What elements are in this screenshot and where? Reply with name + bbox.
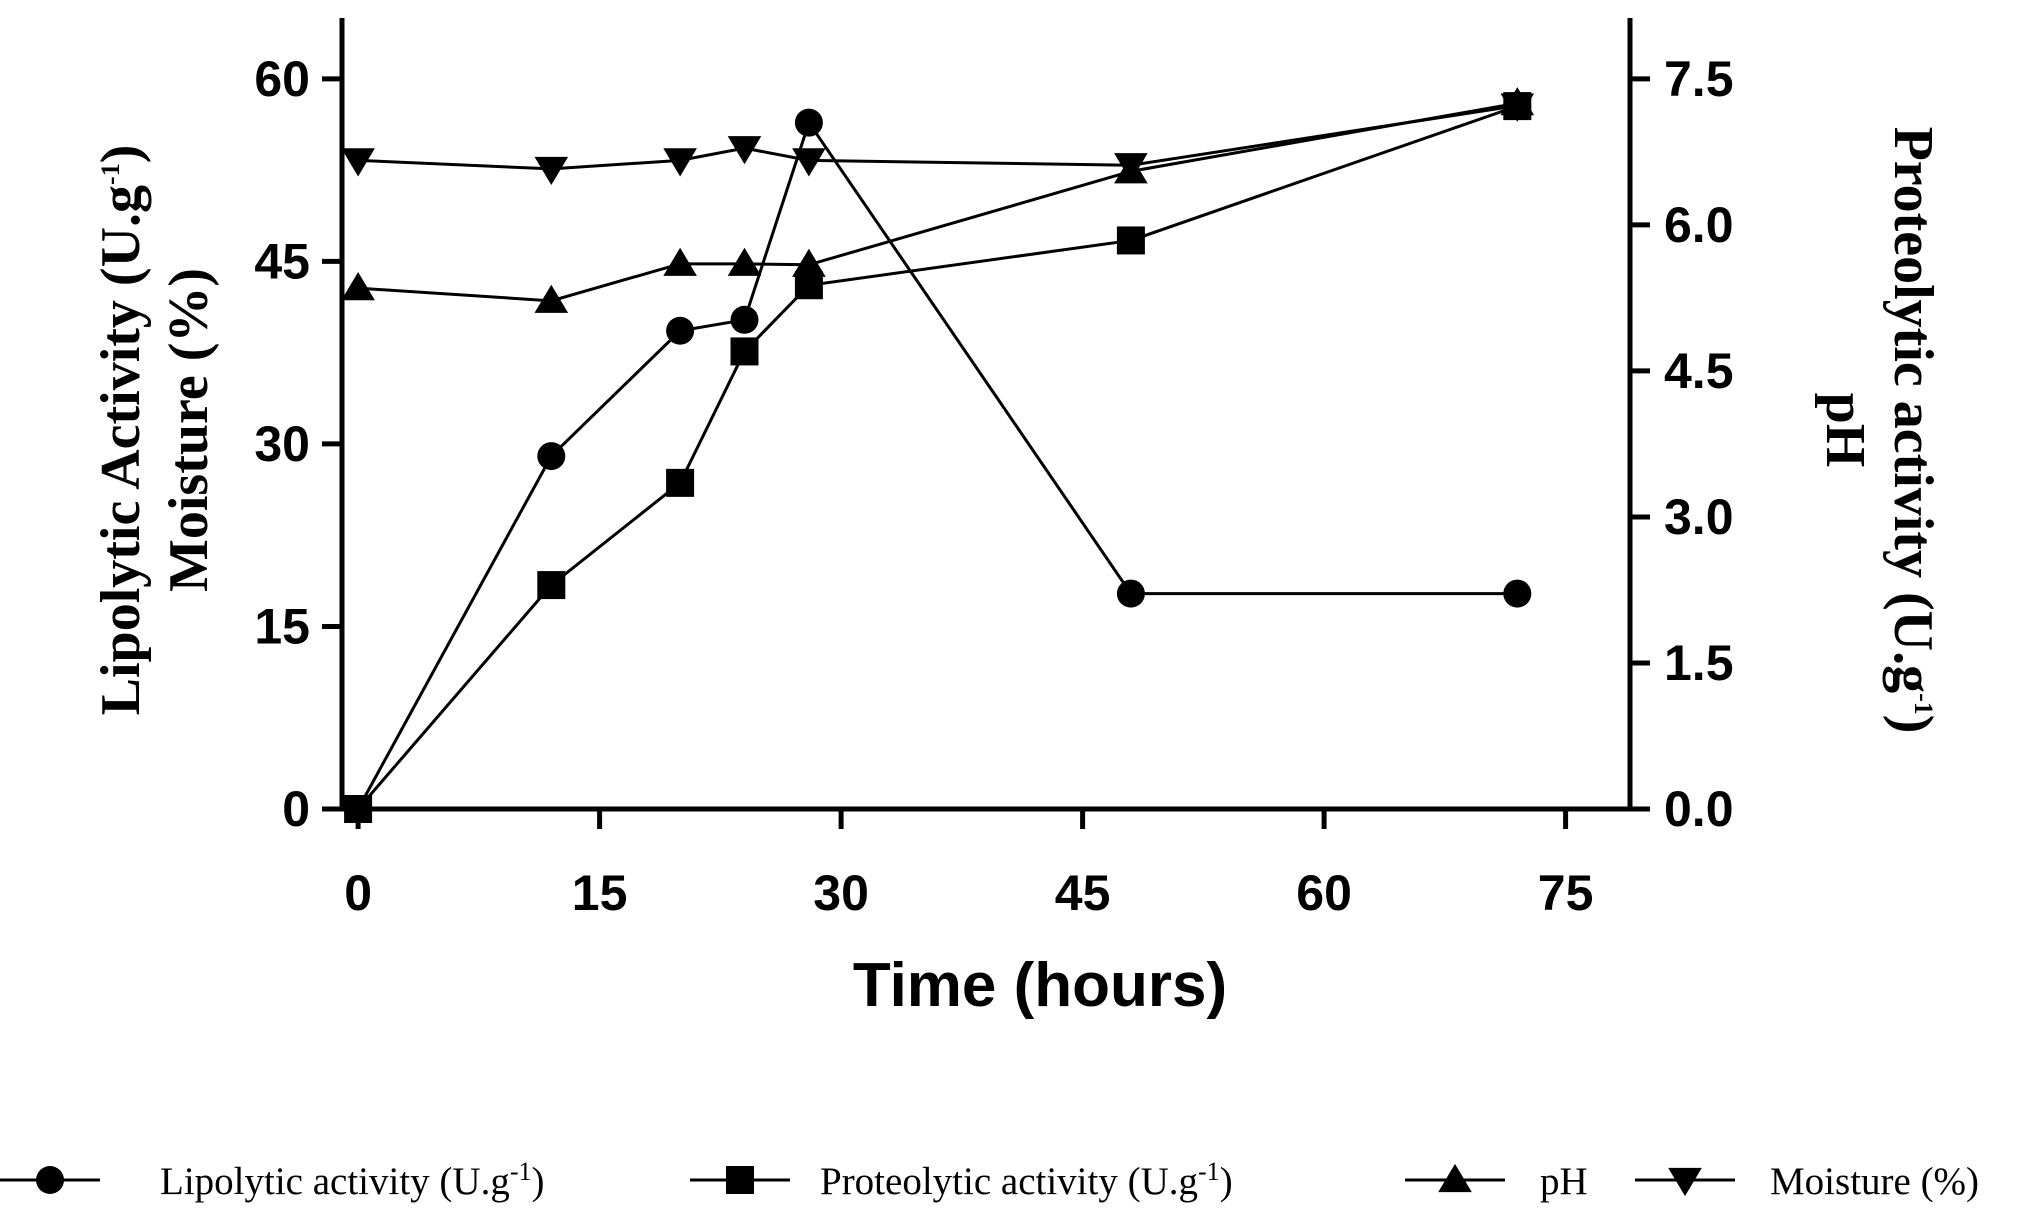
x-tick-label: 0 — [344, 865, 372, 921]
legend-item: pH — [1405, 1160, 1588, 1203]
right-y-tick-label: 7.5 — [1664, 51, 1734, 107]
data-point-square — [1116, 226, 1145, 255]
data-point-circle — [730, 305, 759, 334]
legend-marker-triangle-up — [1438, 1163, 1472, 1193]
data-point-triangle-up — [727, 247, 762, 276]
data-point-triangle-up — [341, 272, 375, 301]
data-point-circle — [794, 108, 823, 137]
series-line-circle — [356, 119, 1518, 810]
right-y-tick-label: 6.0 — [1664, 197, 1734, 253]
data-point-triangle-down — [792, 148, 826, 177]
legend-marker-square — [726, 1166, 754, 1194]
data-point-triangle-up — [792, 248, 826, 277]
right-y-axis-title: Proteolytic activity (U.g-1) pH — [1814, 127, 1944, 734]
left-y-axis-title-line1: Lipolytic Activity (U.g-1) — [90, 145, 152, 716]
legend-marker-triangle-down — [1668, 1167, 1702, 1197]
legend-marker-circle — [36, 1166, 64, 1194]
left-y-axis-title-line2: Moisture (%) — [158, 268, 220, 592]
data-point-circle — [1116, 579, 1145, 608]
x-tick-label: 30 — [813, 865, 869, 921]
x-tick-label: 15 — [572, 865, 628, 921]
x-tick-label: 60 — [1296, 865, 1352, 921]
series-line-square — [356, 104, 1518, 810]
left-y-tick-label: 15 — [254, 598, 310, 654]
data-point-triangle-down — [534, 156, 569, 185]
left-y-tick-label: 30 — [254, 416, 310, 472]
data-point-square — [344, 795, 373, 823]
data-point-square — [666, 468, 695, 497]
data-point-triangle-down — [341, 148, 375, 177]
data-point-triangle-up — [663, 247, 697, 276]
series-lines — [356, 101, 1518, 810]
x-tick-label: 75 — [1538, 865, 1594, 921]
right-y-tick-label: 3.0 — [1664, 489, 1734, 545]
legend-item: Moisture (%) — [1635, 1160, 1979, 1203]
x-axis-title: Time (hours) — [853, 951, 1227, 1020]
axes — [339, 18, 1633, 812]
legend: Lipolytic activity (U.g-1) Proteolytic ac… — [0, 1157, 1979, 1203]
data-point-triangle-down — [1114, 153, 1148, 182]
legend-label: Lipolytic activity (U.g-1) — [160, 1157, 545, 1203]
data-point-triangle-down — [727, 136, 762, 165]
legend-label: Moisture (%) — [1770, 1160, 1979, 1203]
legend-item: Proteolytic activity (U.g-1) — [690, 1157, 1233, 1203]
data-point-circle — [1503, 579, 1532, 608]
data-point-triangle-down — [1500, 93, 1535, 122]
right-y-tick-label: 0.0 — [1664, 781, 1734, 837]
right-y-axis-title-line2: pH — [1814, 393, 1876, 468]
ticks: 0 15 30 45 60 75 0 15 30 45 60 0.0 1.5 3.0 4.5 6.0 7.5 — [254, 51, 1733, 921]
legend-label: Proteolytic activity (U.g-1) — [820, 1157, 1233, 1203]
right-y-tick-label: 4.5 — [1664, 343, 1734, 399]
left-y-axis-title: Lipolytic Activity (U.g-1) Moisture (%) — [90, 145, 220, 716]
data-point-triangle-up — [534, 284, 569, 313]
data-point-triangle-down — [663, 148, 697, 177]
left-y-tick-label: 0 — [282, 781, 310, 837]
data-point-circle — [666, 316, 695, 345]
legend-item: Lipolytic activity (U.g-1) — [0, 1157, 545, 1203]
x-tick-label: 45 — [1055, 865, 1111, 921]
right-y-tick-label: 1.5 — [1664, 635, 1734, 691]
left-y-tick-label: 45 — [254, 233, 310, 289]
left-y-tick-label: 60 — [254, 51, 310, 107]
data-point-square — [730, 337, 759, 366]
legend-label: pH — [1540, 1160, 1588, 1203]
right-y-axis-title-line1: Proteolytic activity (U.g-1) — [1882, 127, 1944, 734]
data-point-circle — [537, 442, 566, 471]
series-line-triangle-down — [358, 104, 1518, 171]
data-point-square — [537, 571, 566, 600]
series-markers — [341, 87, 1535, 823]
